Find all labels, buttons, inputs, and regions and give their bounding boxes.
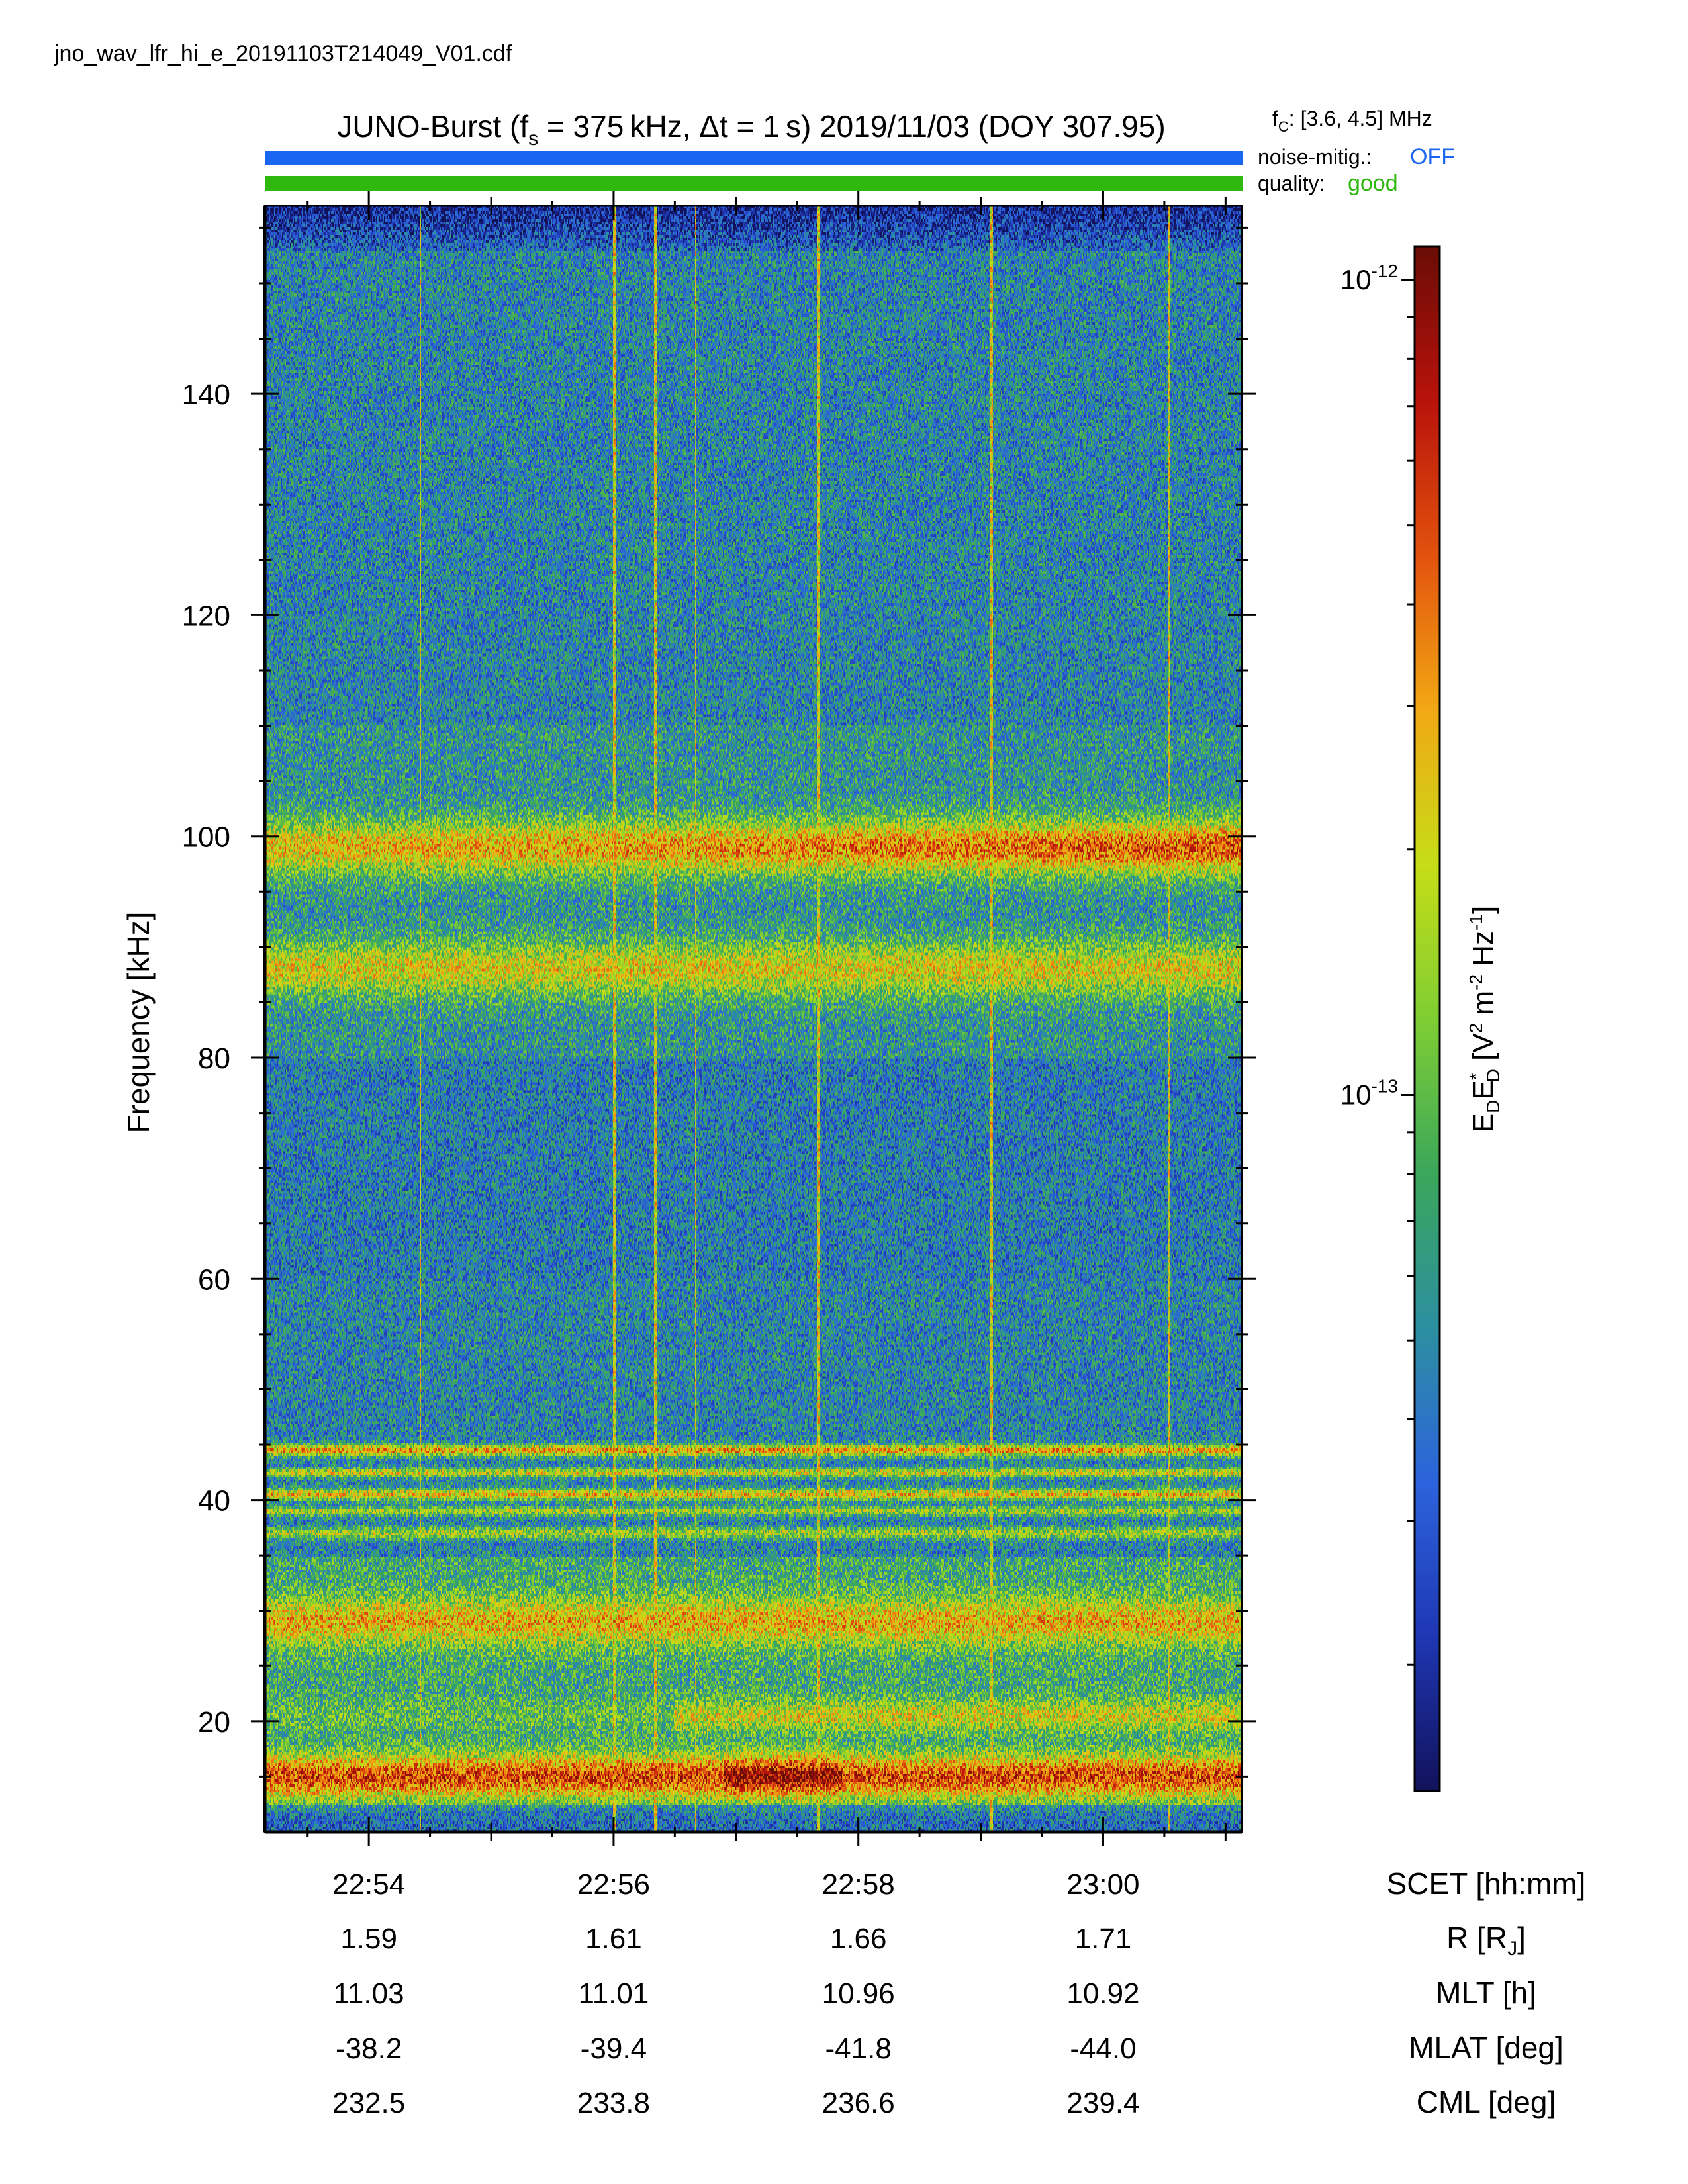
colorbar-gradient xyxy=(1413,245,1441,1792)
x-tick-label: 22:56 xyxy=(577,1868,650,1901)
y-tick-label: 140 xyxy=(182,379,230,411)
y-tick-label: 40 xyxy=(198,1485,230,1518)
x-tick-label: 22:54 xyxy=(332,1868,405,1901)
ephemeris-value: 232.5 xyxy=(332,2087,405,2119)
colorbar-label: EDE*D [V2 m-2 Hz-1] xyxy=(1466,906,1503,1132)
ephemeris-value: 1.61 xyxy=(585,1923,642,1955)
quality-label: quality: xyxy=(1258,171,1325,195)
ephemeris-row-label: SCET [hh:mm] xyxy=(1387,1866,1586,1901)
ephemeris-row-label: MLAT [deg] xyxy=(1409,2030,1564,2065)
ephemeris-value: 11.03 xyxy=(334,1978,404,2010)
noise-mitigation-value: OFF xyxy=(1410,144,1455,169)
colorbar-tick-label: 10-12 xyxy=(1340,261,1398,295)
ephemeris-value: 1.59 xyxy=(340,1923,397,1955)
x-tick-label: 23:00 xyxy=(1066,1868,1139,1901)
spectrogram-plot xyxy=(265,206,1242,1832)
ephemeris-value: 1.71 xyxy=(1075,1923,1132,1955)
y-tick-label: 100 xyxy=(182,821,230,854)
y-tick-label: 120 xyxy=(182,600,230,632)
colorbar-tick-label: 10-13 xyxy=(1340,1075,1398,1110)
ephemeris-row-label: CML [deg] xyxy=(1417,2085,1556,2119)
ephemeris-value: 233.8 xyxy=(577,2087,650,2119)
colorbar-ticks: 10-12 10-13 xyxy=(1340,261,1415,1666)
y-tick-label: 20 xyxy=(198,1706,230,1739)
ephemeris-row-label: MLT [h] xyxy=(1436,1976,1536,2010)
ephemeris-value: 11.01 xyxy=(579,1978,649,2010)
ephemeris-value: -39.4 xyxy=(581,2032,647,2065)
quality-value: good xyxy=(1348,171,1398,196)
ephemeris-value: 10.96 xyxy=(822,1978,895,2010)
y-axis-label: Frequency [kHz] xyxy=(121,912,156,1134)
ephemeris-table: 22:54 22:56 22:58 23:00 SCET [hh:mm] 1.59 1.61… xyxy=(332,1866,1585,2119)
ephemeris-value: -38.2 xyxy=(336,2032,402,2065)
ephemeris-row-label: R [RJ] xyxy=(1446,1921,1526,1960)
quality-bar xyxy=(265,176,1243,191)
colorbar: 10-12 10-13 EDE*D [V2 m-2 Hz-1] xyxy=(1340,245,1503,1792)
noise-mitigation-bar xyxy=(265,151,1243,165)
noise-mitigation-label: noise-mitig.: xyxy=(1258,145,1372,169)
x-tick-label: 22:58 xyxy=(822,1868,895,1901)
ephemeris-value: -41.8 xyxy=(825,2032,892,2065)
ephemeris-value: -44.0 xyxy=(1070,2032,1136,2065)
y-axis-ticks: 20 40 60 80 100 120 140 xyxy=(182,226,1256,1778)
fc-label: fC: [3.6, 4.5] MHz xyxy=(1272,107,1432,135)
ephemeris-value: 10.92 xyxy=(1066,1978,1139,2010)
file-name: jno_wav_lfr_hi_e_20191103T214049_V01.cdf xyxy=(54,41,512,66)
x-axis-ticks xyxy=(306,191,1227,1846)
ephemeris-value: 1.66 xyxy=(830,1923,887,1955)
y-tick-label: 80 xyxy=(198,1042,230,1075)
y-tick-label: 60 xyxy=(198,1263,230,1296)
ephemeris-value: 236.6 xyxy=(822,2087,895,2119)
ephemeris-value: 239.4 xyxy=(1066,2087,1139,2119)
chart-title: JUNO-Burst (fs = 375 kHz, Δt = 1 s) 2019… xyxy=(337,109,1165,150)
spectrogram-heatmap xyxy=(265,206,1242,1832)
